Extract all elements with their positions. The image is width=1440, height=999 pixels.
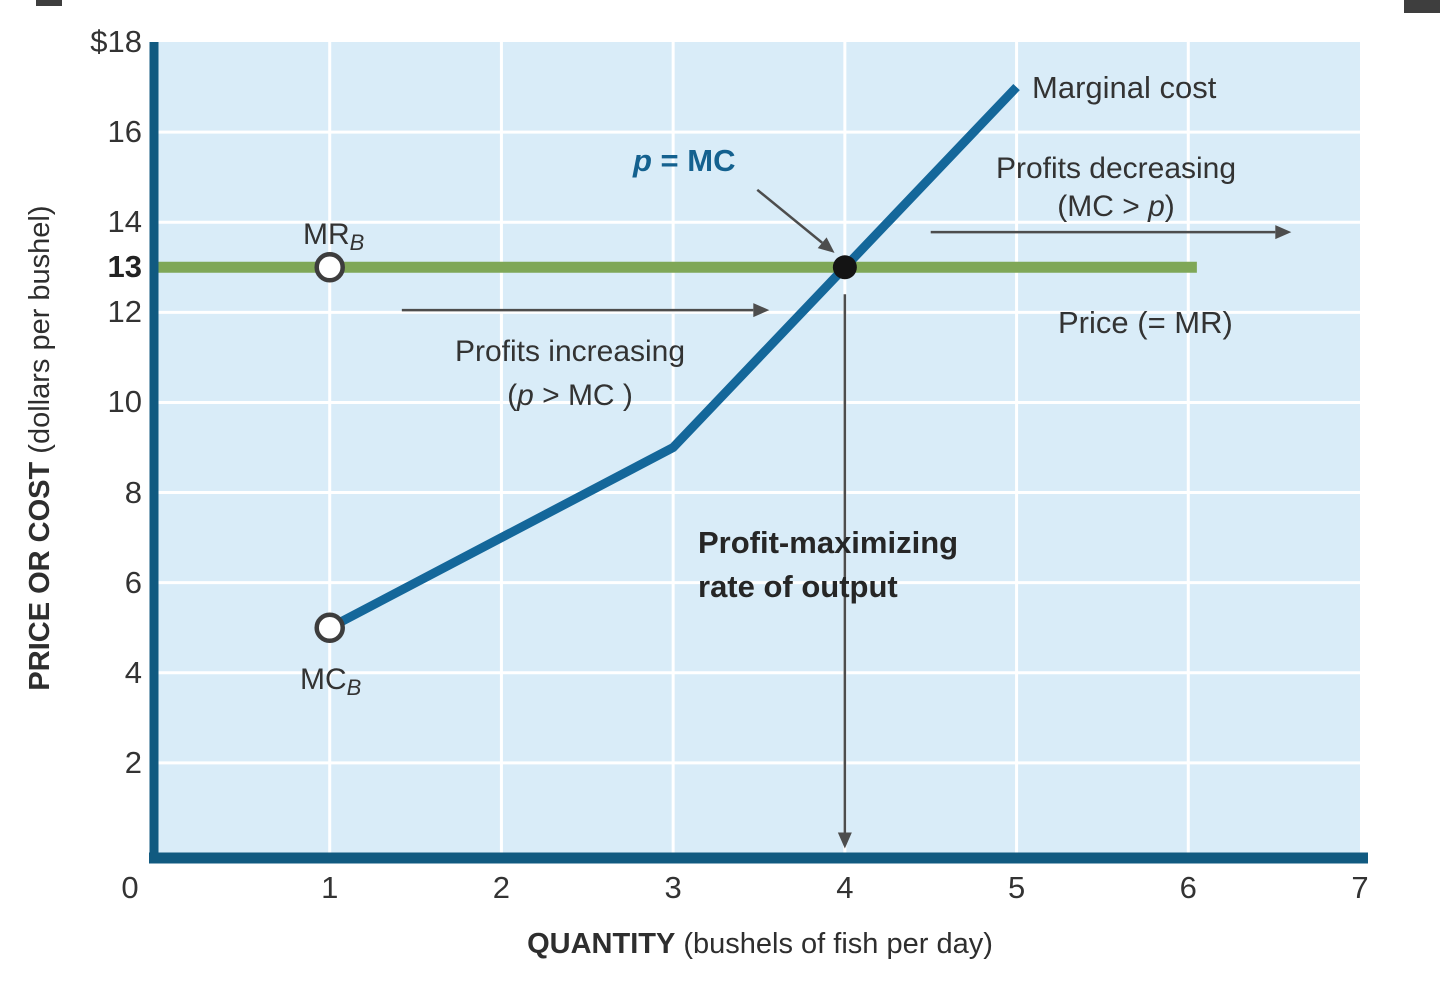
p-equals-mc-label: p = MC <box>633 143 735 179</box>
profits-increasing-line2: (p > MC ) <box>507 379 633 412</box>
mc-b-subscript: B <box>346 675 362 700</box>
price-mr-label: Price (= MR) <box>1058 305 1233 340</box>
mr-b-base: MR <box>303 218 350 251</box>
x-axis-title: QUANTITY (bushels of fish per day) <box>360 928 1160 961</box>
p-variable: p <box>517 379 534 412</box>
gt-mc: > MC ) <box>533 379 633 412</box>
profits-decreasing-line1: Profits decreasing <box>995 152 1237 185</box>
y-axis-title-bold: PRICE OR COST <box>24 461 56 691</box>
crop-artifact-left <box>36 0 62 6</box>
profits-increasing-line1: Profits increasing <box>454 335 686 368</box>
marginal-cost-label: Marginal cost <box>1032 70 1217 105</box>
mc-b-base: MC <box>300 663 347 696</box>
profit-maximizing-label: Profit-maximizing rate of output <box>698 521 1018 609</box>
x-axis-title-rest: (bushels of fish per day) <box>675 928 993 960</box>
paren-open: ( <box>507 379 518 412</box>
mr-b-subscript: B <box>349 230 365 255</box>
profit-max-line2: rate of output <box>698 569 898 604</box>
profits-decreasing-line2: (MC > p) <box>1057 190 1175 223</box>
mc-gt: (MC > <box>1057 190 1149 223</box>
x-axis-title-bold: QUANTITY <box>527 928 676 960</box>
p-variable: p <box>633 143 652 178</box>
mc-b-label: MCB <box>300 663 361 701</box>
y-axis-title-rest: (dollars per bushel) <box>24 205 56 462</box>
profit-max-line1: Profit-maximizing <box>698 525 959 560</box>
p-equals-mc-rest: = MC <box>651 143 736 178</box>
y-axis-title: PRICE OR COST (dollars per bushel) <box>20 96 60 800</box>
crop-artifact-right <box>1404 0 1440 13</box>
p-variable: p <box>1148 190 1165 223</box>
profits-increasing-label: Profits increasing (p > MC ) <box>390 330 750 418</box>
paren-close: ) <box>1164 190 1175 223</box>
mr-b-label: MRB <box>303 218 364 256</box>
profits-decreasing-label: Profits decreasing (MC > p) <box>948 150 1284 226</box>
